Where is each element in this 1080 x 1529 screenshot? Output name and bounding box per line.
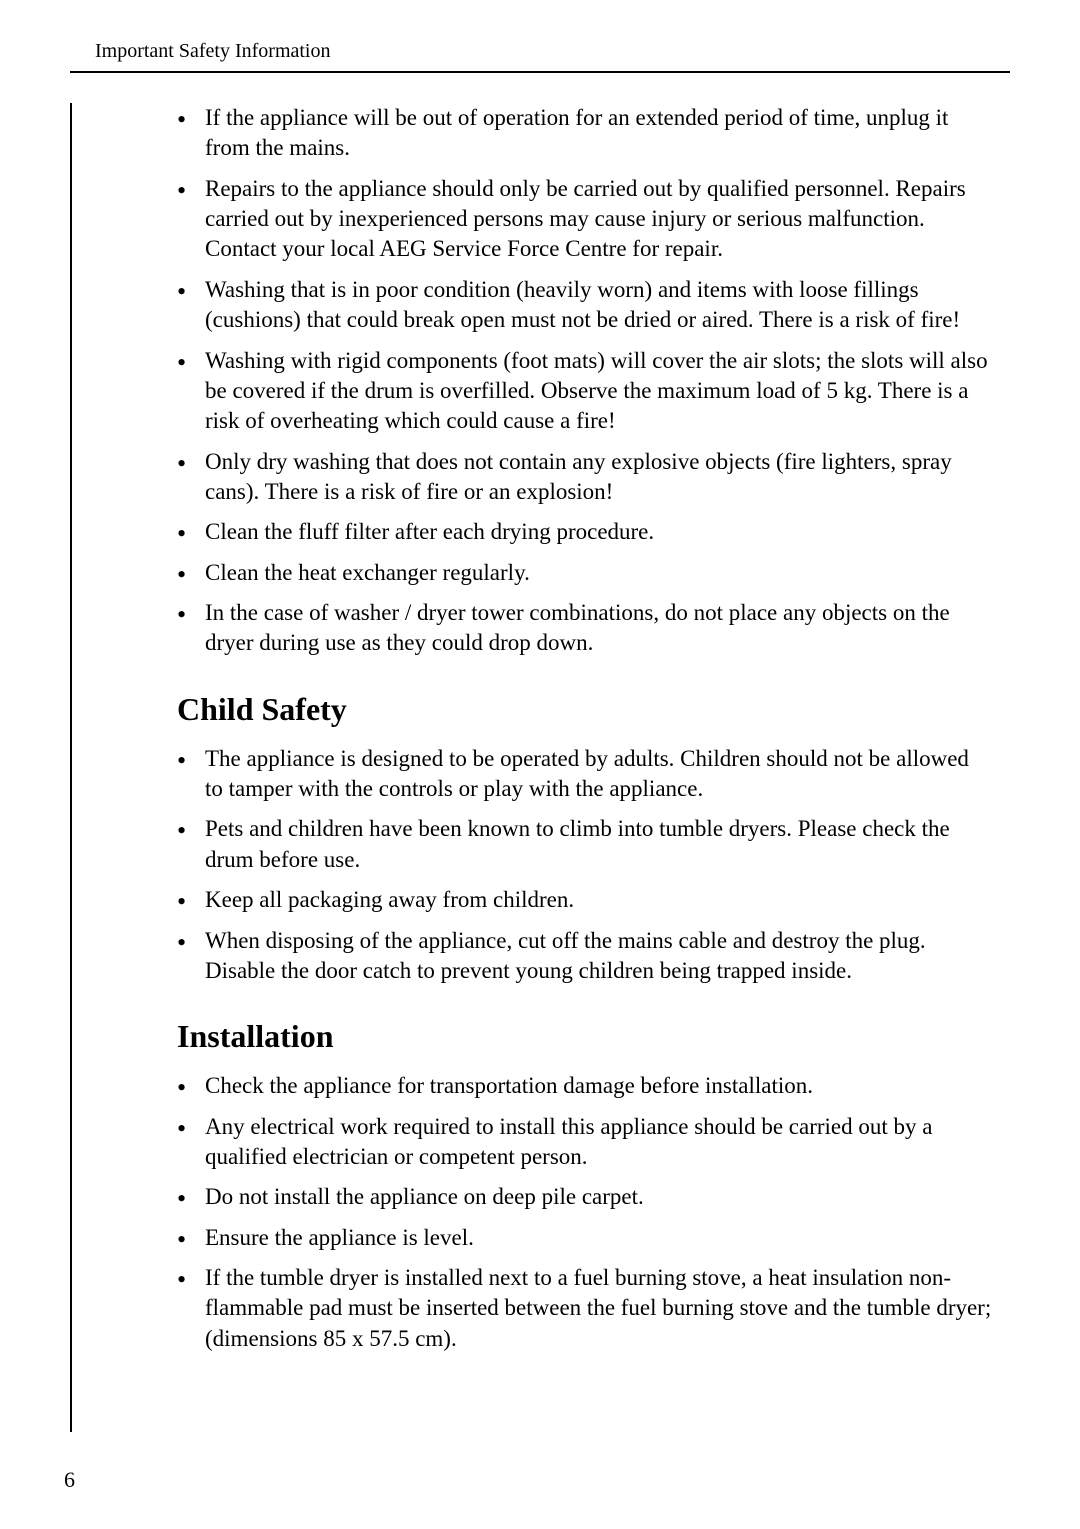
list-item: When disposing of the appliance, cut off… (177, 926, 992, 987)
list-item: Pets and children have been known to cli… (177, 814, 992, 875)
child-safety-heading: Child Safety (177, 691, 992, 728)
list-item: Keep all packaging away from children. (177, 885, 992, 915)
list-item: Washing with rigid components (foot mats… (177, 346, 992, 437)
list-item: The appliance is designed to be operated… (177, 744, 992, 805)
header-title: Important Safety Information (70, 40, 1010, 63)
page-content: If the appliance will be out of operatio… (70, 103, 1010, 1432)
installation-heading: Installation (177, 1018, 992, 1055)
list-item: Only dry washing that does not contain a… (177, 447, 992, 508)
page-header: Important Safety Information (70, 40, 1010, 73)
list-item: Check the appliance for transportation d… (177, 1071, 992, 1101)
list-item: Clean the fluff filter after each drying… (177, 517, 992, 547)
list-item: Repairs to the appliance should only be … (177, 174, 992, 265)
list-item: In the case of washer / dryer tower comb… (177, 598, 992, 659)
child-safety-list: The appliance is designed to be operated… (177, 744, 992, 987)
page-container: Important Safety Information If the appl… (0, 0, 1080, 1529)
list-item: If the appliance will be out of operatio… (177, 103, 992, 164)
list-item: Any electrical work required to install … (177, 1112, 992, 1173)
list-item: Clean the heat exchanger regularly. (177, 558, 992, 588)
page-number: 6 (64, 1467, 75, 1493)
list-item: If the tumble dryer is installed next to… (177, 1263, 992, 1354)
list-item: Ensure the appliance is level. (177, 1223, 992, 1253)
list-item: Do not install the appliance on deep pil… (177, 1182, 992, 1212)
list-item: Washing that is in poor condition (heavi… (177, 275, 992, 336)
installation-list: Check the appliance for transportation d… (177, 1071, 992, 1354)
general-safety-list: If the appliance will be out of operatio… (177, 103, 992, 659)
